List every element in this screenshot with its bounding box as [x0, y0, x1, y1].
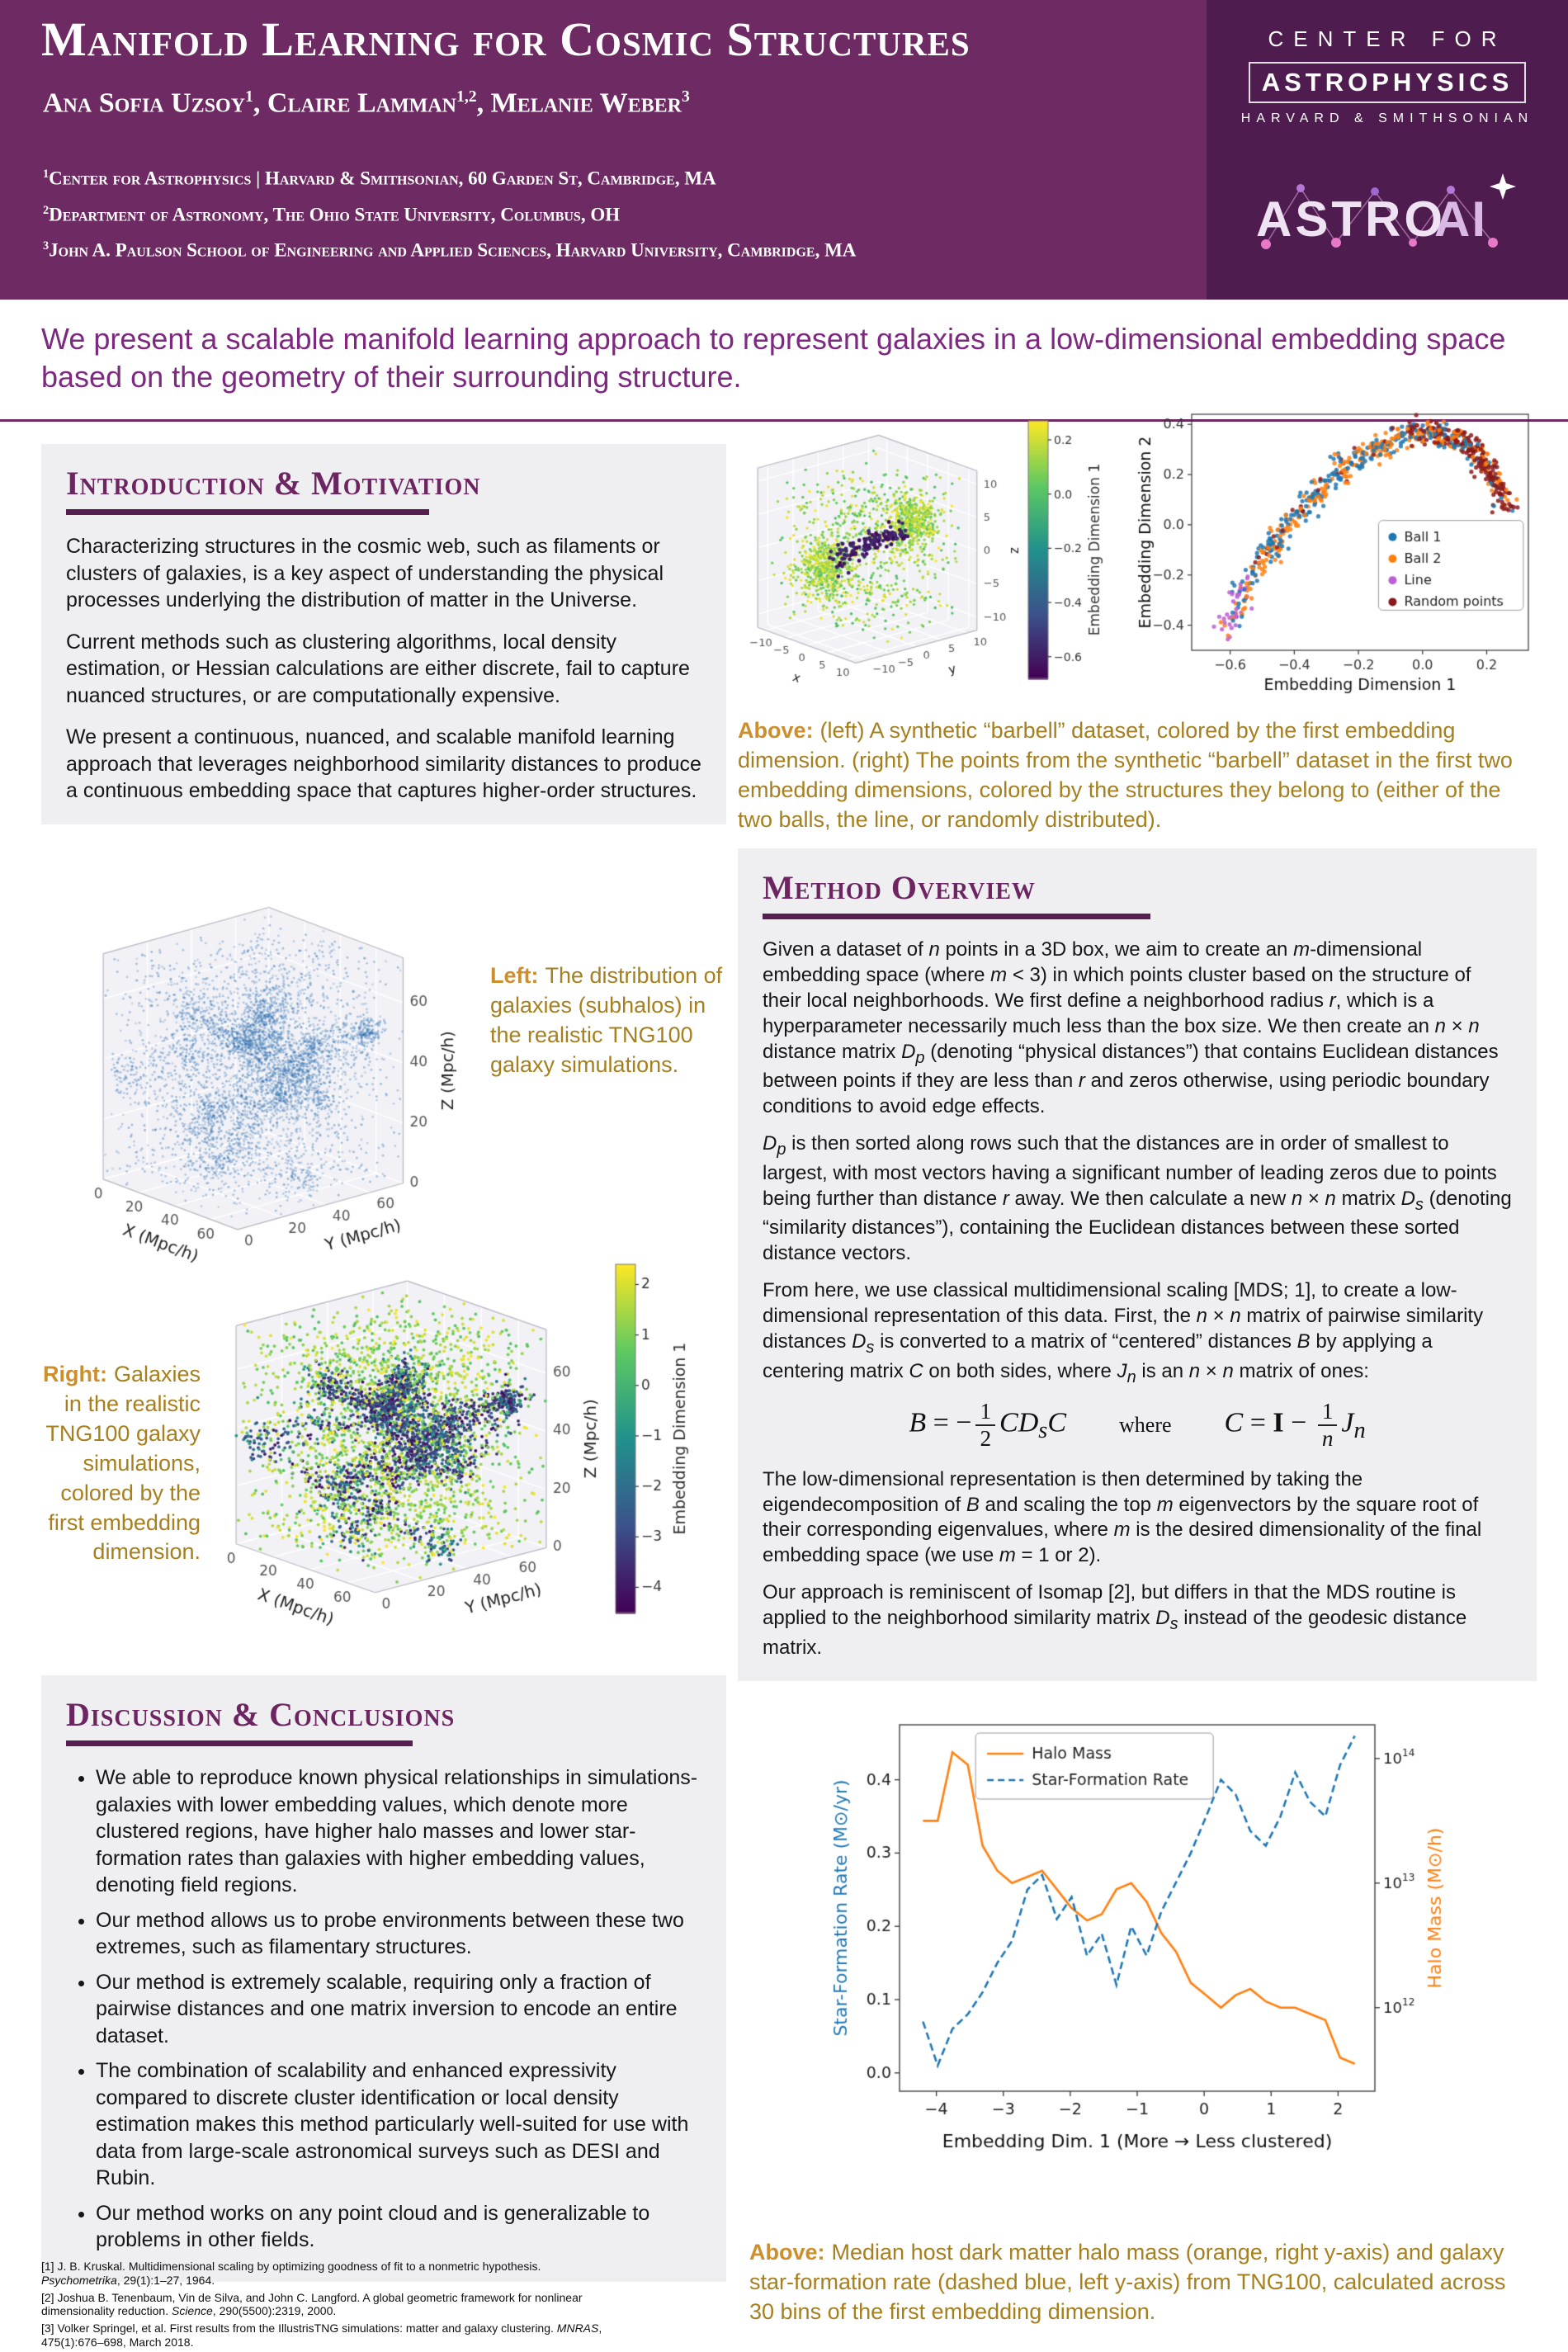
section-discussion: Discussion & Conclusions We able to repr…: [41, 1675, 726, 2282]
logo-panel: CENTER FOR ASTROPHYSICS HARVARD & SMITHS…: [1207, 0, 1568, 300]
method-paragraph-3: From here, we use classical multidimensi…: [763, 1279, 1484, 1386]
colorbar-embedding-dimension-1: [612, 1258, 693, 1629]
astroai-logo: ASTRO AI: [1256, 173, 1516, 249]
affiliation-line-2: 2Department of Astronomy, The Ohio State…: [43, 203, 621, 225]
reference-3: [3] Volker Springel, et al. First result…: [41, 2321, 602, 2349]
authors-line: Ana Sofia Uzsoy1, Claire Lamman1,2, Mela…: [43, 87, 690, 119]
intro-paragraph-2: Current methods such as clustering algor…: [66, 630, 690, 707]
caption-text-barbell: (left) A synthetic “barbell” dataset, co…: [738, 718, 1513, 832]
figure-halo-sfr-line: [829, 1707, 1452, 2157]
intro-paragraph-1: Characterizing structures in the cosmic …: [66, 535, 664, 612]
caption-text-halo-sfr: Median host dark matter halo mass (orang…: [749, 2240, 1506, 2324]
method-paragraph-5: Our approach is reminiscent of Isomap [2…: [763, 1581, 1467, 1659]
poster-title: Manifold Learning for Cosmic Structures: [41, 12, 971, 66]
caption-barbell: Above: (left) A synthetic “barbell” datas…: [738, 716, 1537, 835]
section-title-method: Method Overview: [763, 869, 1036, 906]
affiliation-line-3: 3John A. Paulson School of Engineering a…: [43, 239, 857, 261]
caption-galaxy-left: Left: The distribution of galaxies (subha…: [490, 961, 723, 1080]
formula-where: where: [1119, 1413, 1172, 1438]
cfa-logo-center-for: CENTER FOR: [1268, 26, 1507, 51]
method-paragraph-4: The low-dimensional representation is th…: [763, 1467, 1482, 1567]
discussion-bullet-list: We able to reproduce known physical rela…: [96, 1764, 701, 2254]
affiliations: 1Center for Astrophysics | Harvard & Smi…: [43, 158, 856, 267]
colorbar-barbell-embedding: [1025, 414, 1108, 695]
cfa-logo-harvard-smithsonian: HARVARD & SMITHSONIAN: [1240, 111, 1534, 125]
bullet-item-4: The combination of scalability and enhan…: [96, 2057, 701, 2192]
references: [1] J. B. Kruskal. Multidimensional scal…: [41, 2260, 611, 2352]
centering-formula: B = −1 2 CDsC where C = I − 1 n Jn: [763, 1400, 1512, 1450]
formula-right: C = I − 1 n Jn: [1224, 1399, 1366, 1452]
bullet-item-3: Our method is extremely scalable, requir…: [96, 1969, 701, 2050]
header-band: Manifold Learning for Cosmic Structures …: [0, 0, 1568, 300]
figure-barbell-3d: [738, 411, 1023, 696]
bullet-item-2: Our method allows us to probe environmen…: [96, 1907, 701, 1961]
method-paragraph-2: Dp is then sorted along rows such that t…: [763, 1132, 1512, 1265]
section-method: Method Overview Given a dataset of n poi…: [738, 848, 1537, 1681]
figure-embedding-scatter: [1137, 406, 1537, 697]
caption-label-barbell: Above:: [738, 718, 814, 743]
caption-galaxy-right: Right: Galaxies in the realistic TNG100 g…: [31, 1360, 201, 1567]
section-underline-bar: [763, 914, 1150, 919]
formula-left: B = −1 2 CDsC: [909, 1399, 1067, 1452]
intro-paragraph-3: We present a continuous, nuanced, and sc…: [66, 725, 701, 802]
reference-2: [2] Joshua B. Tenenbaum, Vin de Silva, a…: [41, 2290, 583, 2318]
caption-text-right: Galaxies in the realistic TNG100 galaxy …: [45, 1362, 201, 1565]
astroai-node-dots: [1261, 184, 1498, 249]
sparkle-star-icon: [1490, 173, 1516, 200]
abstract-statement: We present a scalable manifold learning …: [41, 322, 1506, 394]
astroai-text-astro: ASTRO: [1256, 191, 1446, 247]
affiliation-line-1: 1Center for Astrophysics | Harvard & Smi…: [43, 168, 716, 189]
astroai-text-ai: AI: [1434, 191, 1487, 247]
caption-text-left: The distribution of galaxies (subhalos) …: [490, 963, 723, 1077]
figure-tng-galaxies-3d: [76, 873, 465, 1276]
caption-halo-sfr: Above: Median host dark matter halo mass …: [749, 2238, 1535, 2327]
figure-tng-embedding-3d: [208, 1248, 611, 1637]
astroai-constellation-lines: [1265, 187, 1494, 245]
bullet-item-1: We able to reproduce known physical rela…: [96, 1764, 701, 1899]
section-underline-bar: [66, 509, 429, 515]
section-introduction: Introduction & Motivation Characterizing…: [41, 444, 726, 824]
section-title-discussion: Discussion & Conclusions: [66, 1696, 456, 1733]
method-paragraph-1: Given a dataset of n points in a 3D box,…: [763, 938, 1499, 1118]
caption-label-right: Right:: [42, 1362, 107, 1386]
caption-label-left: Left:: [490, 963, 539, 988]
section-title-introduction: Introduction & Motivation: [66, 465, 481, 502]
section-underline-bar: [66, 1740, 413, 1746]
cfa-logo-astrophysics: ASTROPHYSICS: [1248, 62, 1527, 103]
reference-1: [1] J. B. Kruskal. Multidimensional scal…: [41, 2260, 541, 2287]
caption-label-halo-sfr: Above:: [749, 2240, 825, 2265]
bullet-item-5: Our method works on any point cloud and …: [96, 2200, 701, 2254]
